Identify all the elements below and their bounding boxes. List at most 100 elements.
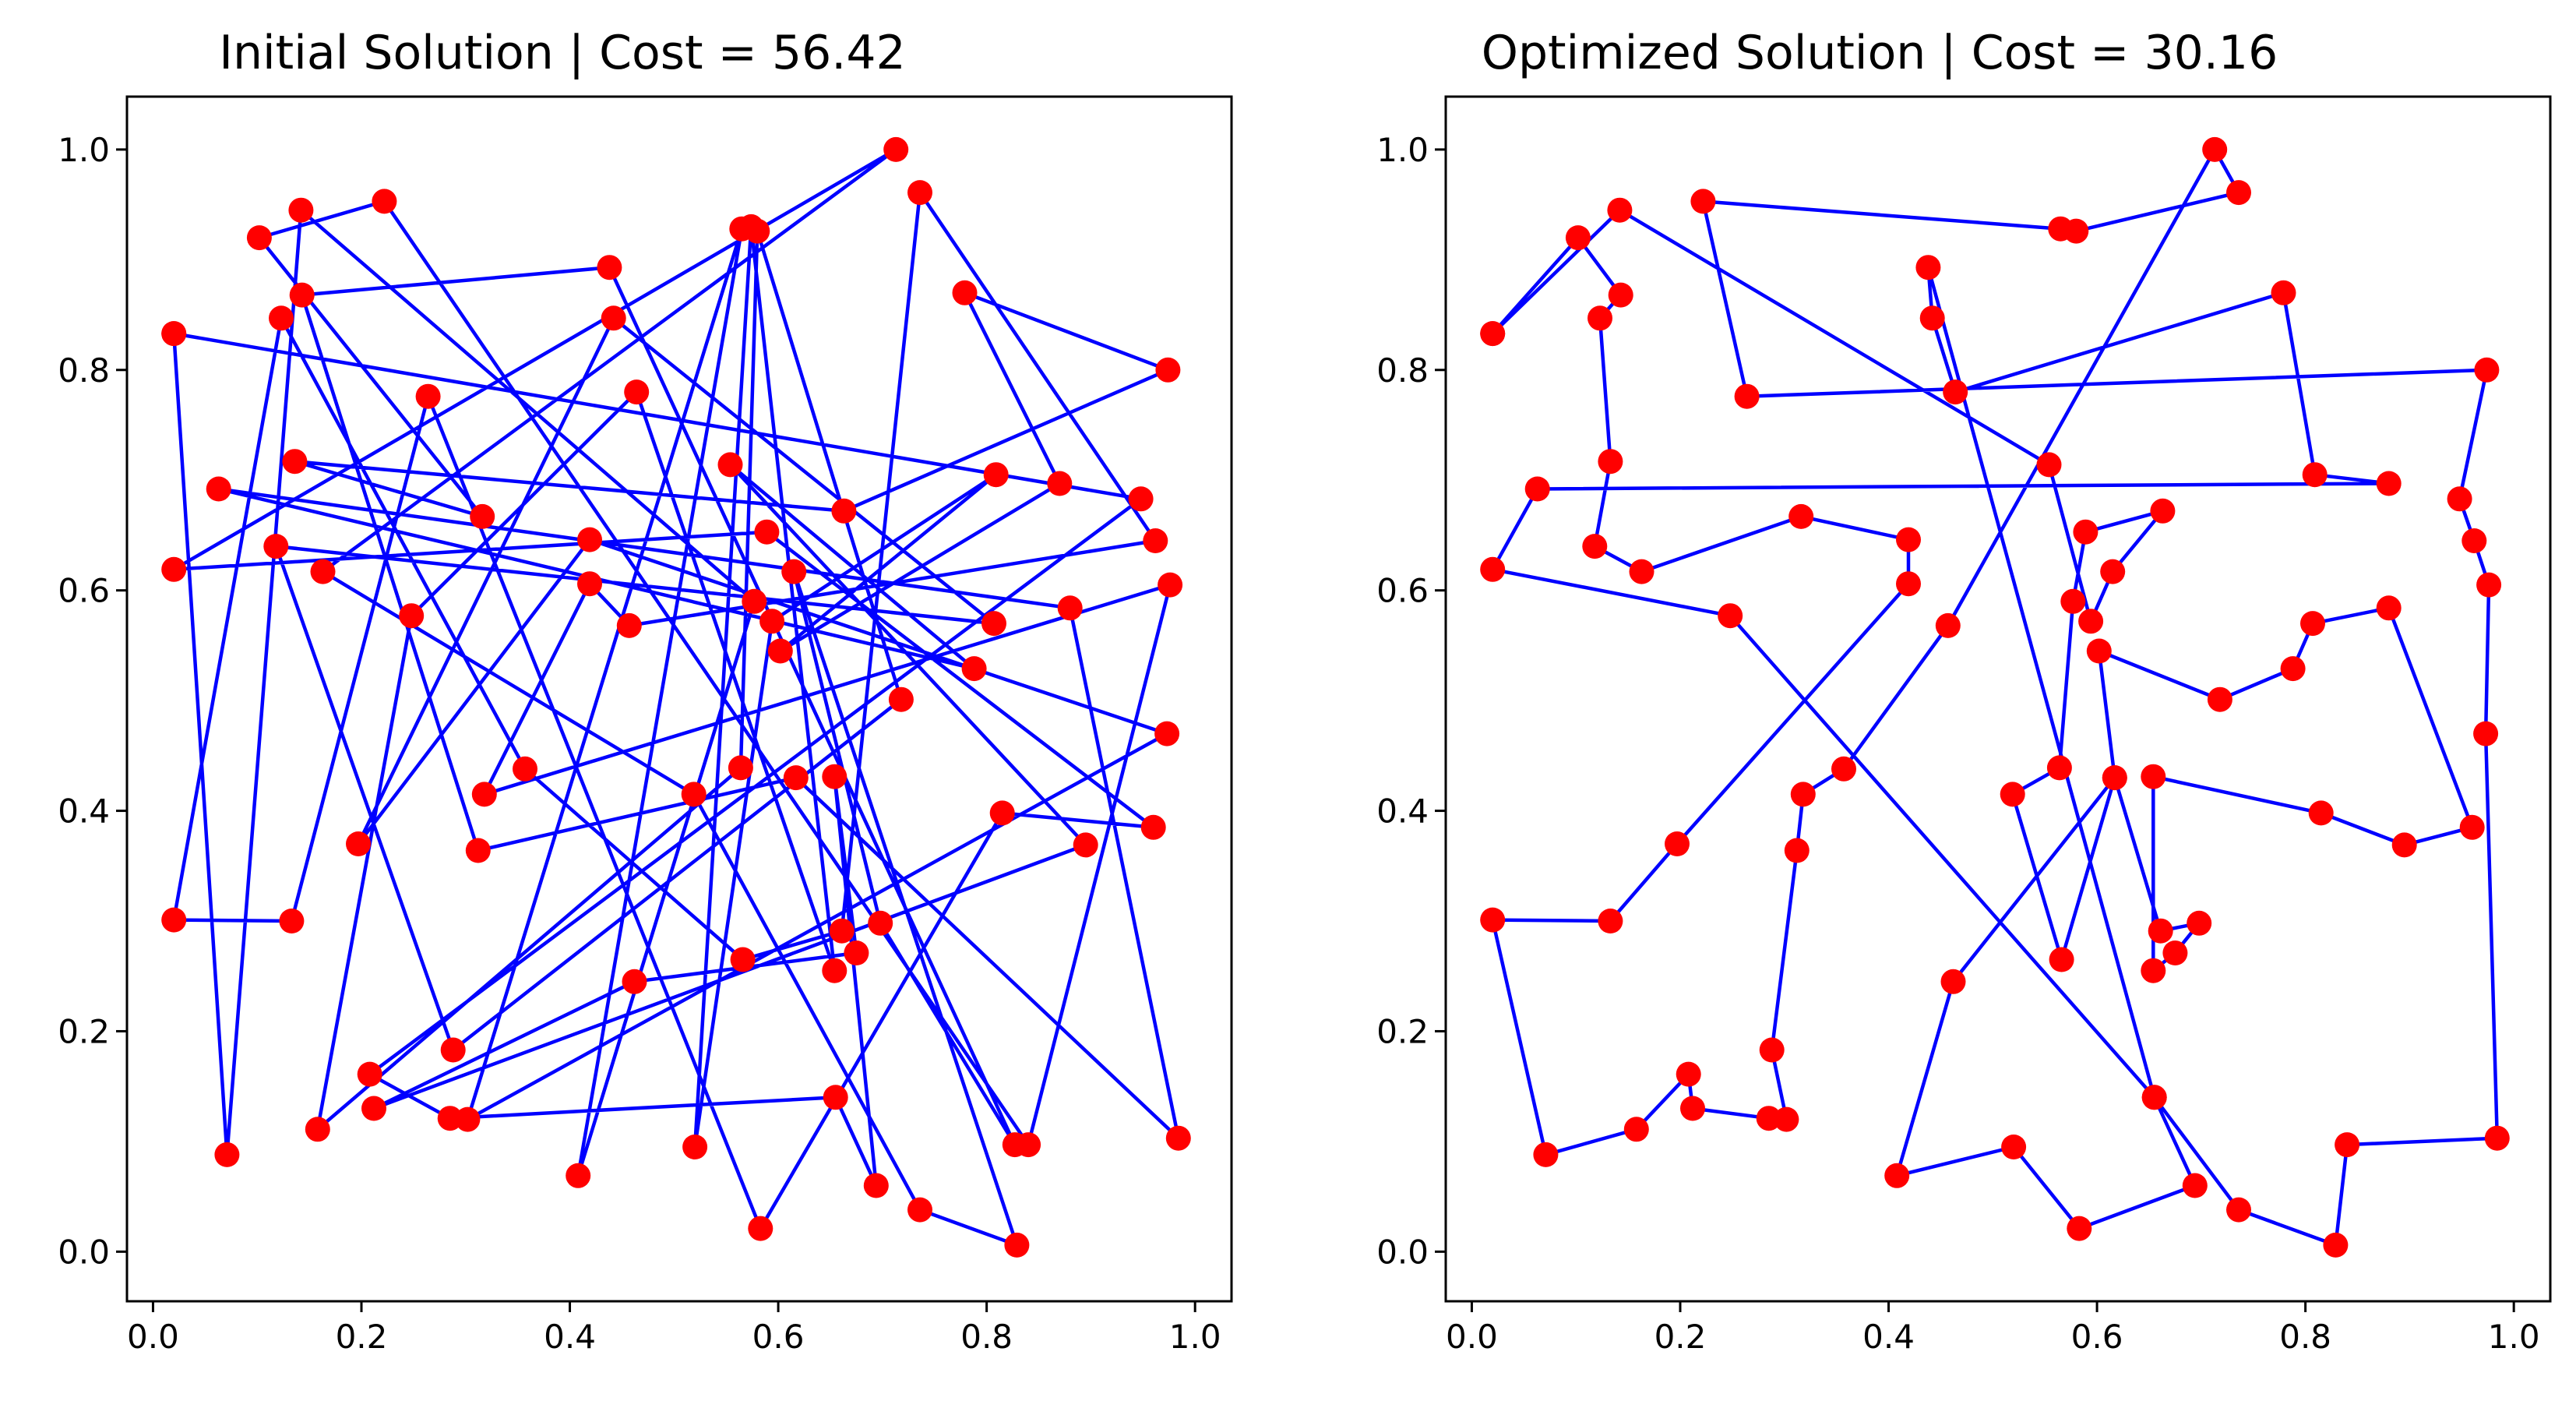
chart-title: Initial Solution | Cost = 56.42 bbox=[219, 26, 905, 80]
city-point bbox=[2100, 559, 2126, 584]
y-tick-label: 0.0 bbox=[1376, 1233, 1429, 1271]
city-point bbox=[2150, 498, 2176, 524]
tour-route-line bbox=[171, 147, 1181, 1247]
city-point bbox=[823, 1085, 848, 1110]
city-point bbox=[844, 940, 869, 965]
city-point bbox=[372, 189, 397, 214]
city-point bbox=[2187, 910, 2212, 936]
city-point bbox=[1608, 282, 1633, 308]
city-point bbox=[717, 452, 743, 478]
city-point bbox=[246, 225, 272, 251]
city-point bbox=[907, 180, 932, 206]
city-point bbox=[2148, 918, 2173, 944]
city-point bbox=[2476, 572, 2502, 598]
city-point bbox=[305, 1117, 330, 1142]
city-point bbox=[681, 782, 707, 807]
city-point bbox=[1884, 1163, 1910, 1188]
city-point bbox=[2141, 958, 2166, 983]
city-point bbox=[1143, 528, 1168, 553]
city-layer bbox=[1480, 136, 2510, 1258]
city-point bbox=[1784, 838, 1810, 863]
x-tick-label: 0.4 bbox=[544, 1318, 596, 1356]
y-tick-label: 0.4 bbox=[1376, 792, 1429, 831]
city-point bbox=[361, 1096, 386, 1121]
city-point bbox=[1676, 1061, 1701, 1087]
city-point bbox=[310, 559, 336, 584]
city-layer bbox=[161, 136, 1191, 1258]
city-point bbox=[2202, 136, 2228, 162]
city-point bbox=[983, 462, 1009, 488]
city-point bbox=[2046, 755, 2072, 781]
city-point bbox=[1915, 255, 1941, 281]
city-point bbox=[1047, 471, 1073, 496]
x-tick-label: 0.8 bbox=[960, 1318, 1013, 1356]
city-point bbox=[759, 609, 785, 634]
tick-layer: 0.0 0.2 0.4 0.6 0.8 1.0 0.0 0.2 0.4 0.6 0.8 1.0 bbox=[1376, 131, 2539, 1356]
city-point bbox=[470, 503, 495, 529]
city-point bbox=[399, 603, 425, 629]
city-point bbox=[566, 1163, 591, 1188]
city-point bbox=[981, 611, 1006, 637]
city-point bbox=[754, 519, 780, 545]
city-point bbox=[2078, 609, 2104, 634]
city-point bbox=[1158, 572, 1183, 598]
city-point bbox=[1004, 1232, 1030, 1258]
city-point bbox=[1943, 379, 1968, 405]
x-tick-label: 0.2 bbox=[336, 1318, 388, 1356]
city-point bbox=[601, 305, 626, 331]
city-point bbox=[730, 947, 756, 972]
city-point bbox=[616, 612, 642, 638]
city-point bbox=[1788, 503, 1814, 529]
city-point bbox=[2335, 1132, 2360, 1158]
x-tick-label: 1.0 bbox=[2488, 1318, 2540, 1356]
city-point bbox=[2308, 800, 2334, 826]
city-point bbox=[1582, 534, 1608, 559]
city-point bbox=[1680, 1096, 1705, 1121]
city-point bbox=[2271, 280, 2296, 305]
city-point bbox=[748, 1216, 774, 1241]
city-point bbox=[1154, 721, 1180, 746]
city-point bbox=[868, 910, 893, 936]
city-point bbox=[577, 571, 602, 597]
city-point bbox=[1623, 1117, 1649, 1142]
city-point bbox=[1073, 832, 1098, 858]
y-tick-label: 1.0 bbox=[58, 131, 110, 169]
city-point bbox=[1524, 476, 1550, 502]
city-point bbox=[437, 1106, 463, 1131]
tick-layer: 0.0 0.2 0.4 0.6 0.8 1.0 0.0 0.2 0.4 0.6 0.8 1.0 bbox=[58, 131, 1221, 1356]
city-point bbox=[415, 383, 441, 409]
route-layer bbox=[1490, 147, 2500, 1247]
x-tick-label: 0.6 bbox=[752, 1318, 805, 1356]
city-point bbox=[1565, 225, 1591, 251]
axes-frame bbox=[1444, 95, 2552, 1303]
y-tick-label: 0.0 bbox=[58, 1233, 110, 1271]
city-point bbox=[279, 909, 305, 933]
city-point bbox=[1598, 449, 1623, 475]
city-point bbox=[822, 958, 848, 983]
city-point bbox=[465, 838, 491, 863]
city-point bbox=[2323, 1232, 2349, 1258]
city-point bbox=[2473, 721, 2499, 746]
city-point bbox=[1002, 1132, 1027, 1158]
city-point bbox=[1588, 305, 1612, 331]
city-point bbox=[2049, 947, 2074, 972]
city-point bbox=[1734, 383, 1760, 409]
city-point bbox=[2300, 611, 2325, 637]
city-point bbox=[1896, 527, 1921, 552]
city-point bbox=[455, 1106, 481, 1132]
city-point bbox=[440, 1037, 466, 1063]
city-point bbox=[2067, 1216, 2092, 1241]
city-point bbox=[1480, 556, 1506, 582]
city-point bbox=[577, 527, 602, 552]
city-point bbox=[2376, 471, 2402, 496]
city-point bbox=[2001, 1135, 2027, 1159]
city-point bbox=[728, 755, 753, 781]
city-point bbox=[952, 280, 978, 305]
city-point bbox=[161, 556, 187, 582]
city-point bbox=[471, 782, 497, 807]
city-point bbox=[2182, 1173, 2208, 1198]
city-point bbox=[1919, 305, 1945, 331]
y-tick-label: 0.8 bbox=[1376, 351, 1429, 390]
city-point bbox=[2207, 686, 2232, 712]
